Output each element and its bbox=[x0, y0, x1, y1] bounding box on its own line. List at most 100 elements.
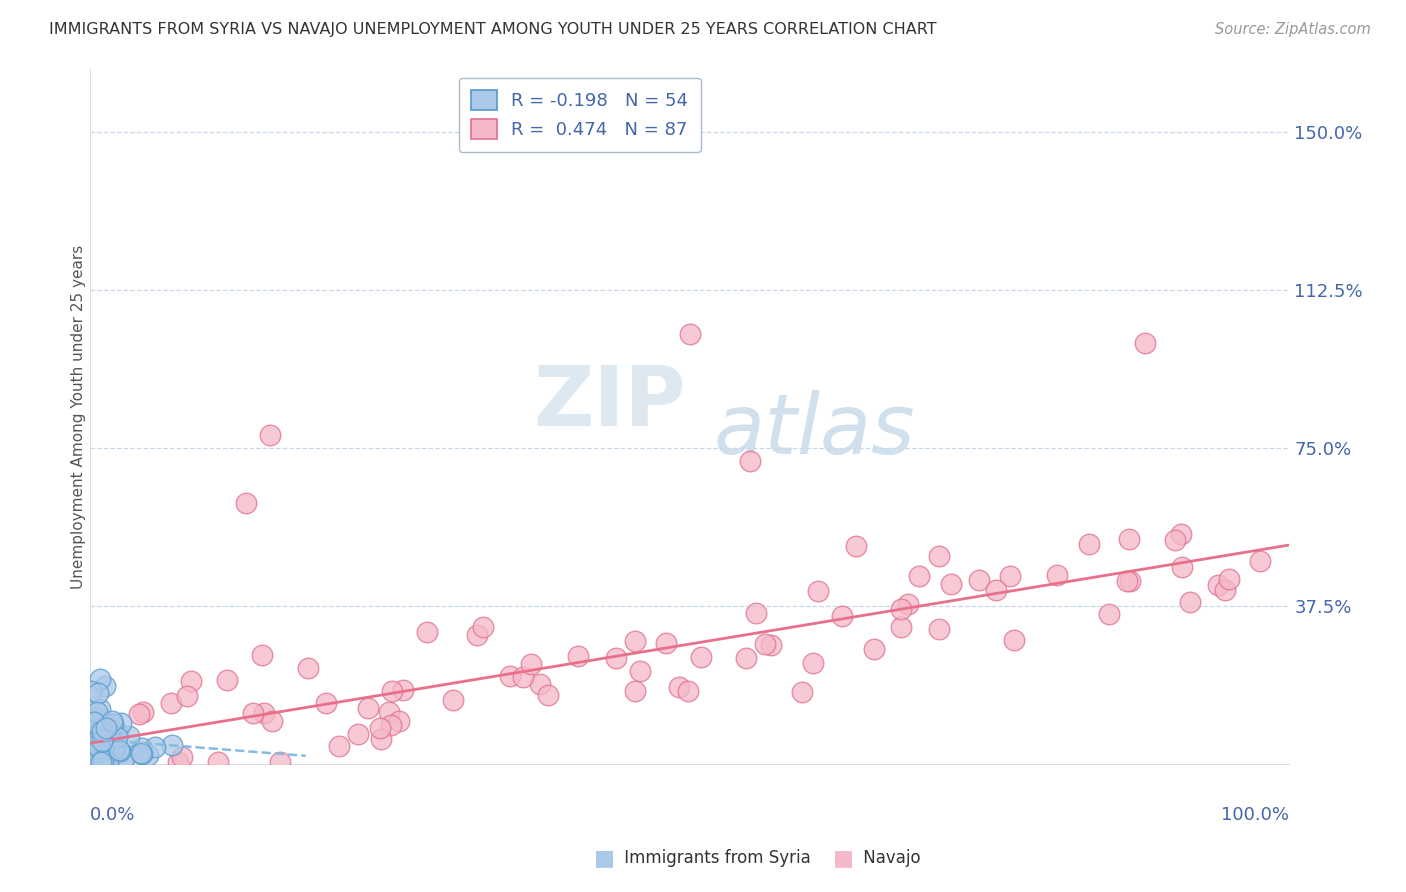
Text: ■: ■ bbox=[595, 848, 614, 868]
Point bbox=[83, 717, 105, 731]
Point bbox=[897, 597, 920, 611]
Text: ZIP: ZIP bbox=[534, 362, 686, 443]
Point bbox=[628, 665, 651, 679]
Point bbox=[98, 723, 121, 737]
Point bbox=[678, 327, 700, 342]
Point bbox=[91, 754, 114, 768]
Point bbox=[357, 701, 380, 715]
Point bbox=[110, 716, 132, 731]
Point bbox=[512, 670, 534, 684]
Point bbox=[623, 684, 645, 698]
Point bbox=[253, 706, 276, 721]
Point bbox=[91, 749, 114, 764]
Point bbox=[108, 743, 131, 757]
Point bbox=[111, 756, 134, 771]
Point bbox=[132, 705, 155, 719]
Point bbox=[441, 693, 464, 707]
Point bbox=[969, 573, 991, 587]
Point bbox=[862, 642, 884, 657]
Point bbox=[90, 729, 112, 743]
Point bbox=[143, 740, 166, 755]
Point bbox=[1170, 560, 1192, 574]
Point bbox=[90, 724, 112, 739]
Point bbox=[250, 648, 273, 662]
Point bbox=[499, 669, 522, 683]
Point bbox=[91, 755, 114, 769]
Point bbox=[136, 747, 159, 762]
Point bbox=[315, 696, 337, 710]
Point bbox=[624, 634, 647, 648]
Point bbox=[259, 428, 281, 442]
Point bbox=[131, 747, 153, 762]
Point bbox=[738, 453, 761, 467]
Point bbox=[1213, 582, 1236, 597]
Point bbox=[242, 706, 264, 720]
Point bbox=[1002, 632, 1025, 647]
Point bbox=[668, 680, 690, 694]
Point bbox=[100, 714, 122, 728]
Point bbox=[82, 748, 104, 763]
Point bbox=[89, 741, 111, 756]
Point bbox=[94, 721, 117, 735]
Point bbox=[94, 753, 117, 767]
Text: Source: ZipAtlas.com: Source: ZipAtlas.com bbox=[1215, 22, 1371, 37]
Point bbox=[94, 679, 117, 693]
Point bbox=[801, 656, 824, 670]
Point bbox=[86, 705, 108, 719]
Point bbox=[180, 673, 202, 688]
Point bbox=[108, 744, 131, 758]
Point bbox=[807, 583, 830, 598]
Point bbox=[567, 648, 589, 663]
Point bbox=[537, 689, 560, 703]
Point bbox=[129, 746, 152, 760]
Point bbox=[370, 731, 392, 746]
Point bbox=[93, 719, 115, 733]
Text: 100.0%: 100.0% bbox=[1222, 806, 1289, 824]
Point bbox=[162, 739, 184, 753]
Point bbox=[131, 741, 153, 756]
Point bbox=[520, 657, 543, 672]
Point bbox=[80, 741, 103, 756]
Point bbox=[1218, 573, 1240, 587]
Point bbox=[1046, 567, 1069, 582]
Text: IMMIGRANTS FROM SYRIA VS NAVAJO UNEMPLOYMENT AMONG YOUTH UNDER 25 YEARS CORRELAT: IMMIGRANTS FROM SYRIA VS NAVAJO UNEMPLOY… bbox=[49, 22, 936, 37]
Point bbox=[114, 750, 136, 764]
Point bbox=[107, 726, 129, 740]
Point bbox=[1098, 607, 1121, 622]
Point bbox=[790, 685, 813, 699]
Legend: R = -0.198   N = 54, R =  0.474   N = 87: R = -0.198 N = 54, R = 0.474 N = 87 bbox=[458, 78, 700, 152]
Point bbox=[380, 718, 402, 732]
Point bbox=[605, 651, 627, 665]
Point bbox=[928, 549, 950, 563]
Point bbox=[1249, 554, 1271, 568]
Point bbox=[1116, 574, 1139, 588]
Point bbox=[928, 623, 950, 637]
Point bbox=[939, 577, 962, 591]
Text: Navajo: Navajo bbox=[858, 849, 921, 867]
Point bbox=[890, 601, 912, 615]
Point bbox=[845, 539, 868, 553]
Point bbox=[86, 709, 108, 723]
Point bbox=[1180, 594, 1202, 608]
Point bbox=[87, 686, 110, 700]
Point bbox=[89, 702, 111, 716]
Point bbox=[90, 756, 112, 770]
Point bbox=[388, 714, 411, 728]
Point bbox=[655, 636, 678, 650]
Point bbox=[89, 725, 111, 739]
Point bbox=[1170, 527, 1192, 541]
Point bbox=[1078, 537, 1101, 551]
Y-axis label: Unemployment Among Youth under 25 years: Unemployment Among Youth under 25 years bbox=[72, 244, 86, 589]
Text: Immigrants from Syria: Immigrants from Syria bbox=[619, 849, 810, 867]
Point bbox=[529, 677, 551, 691]
Point bbox=[90, 734, 112, 748]
Point bbox=[94, 747, 117, 762]
Point bbox=[890, 620, 912, 634]
Point bbox=[86, 756, 108, 770]
Point bbox=[96, 727, 118, 741]
Point bbox=[207, 755, 229, 769]
Point bbox=[328, 739, 350, 753]
Point bbox=[908, 568, 931, 582]
Point bbox=[1164, 533, 1187, 547]
Point bbox=[754, 637, 776, 651]
